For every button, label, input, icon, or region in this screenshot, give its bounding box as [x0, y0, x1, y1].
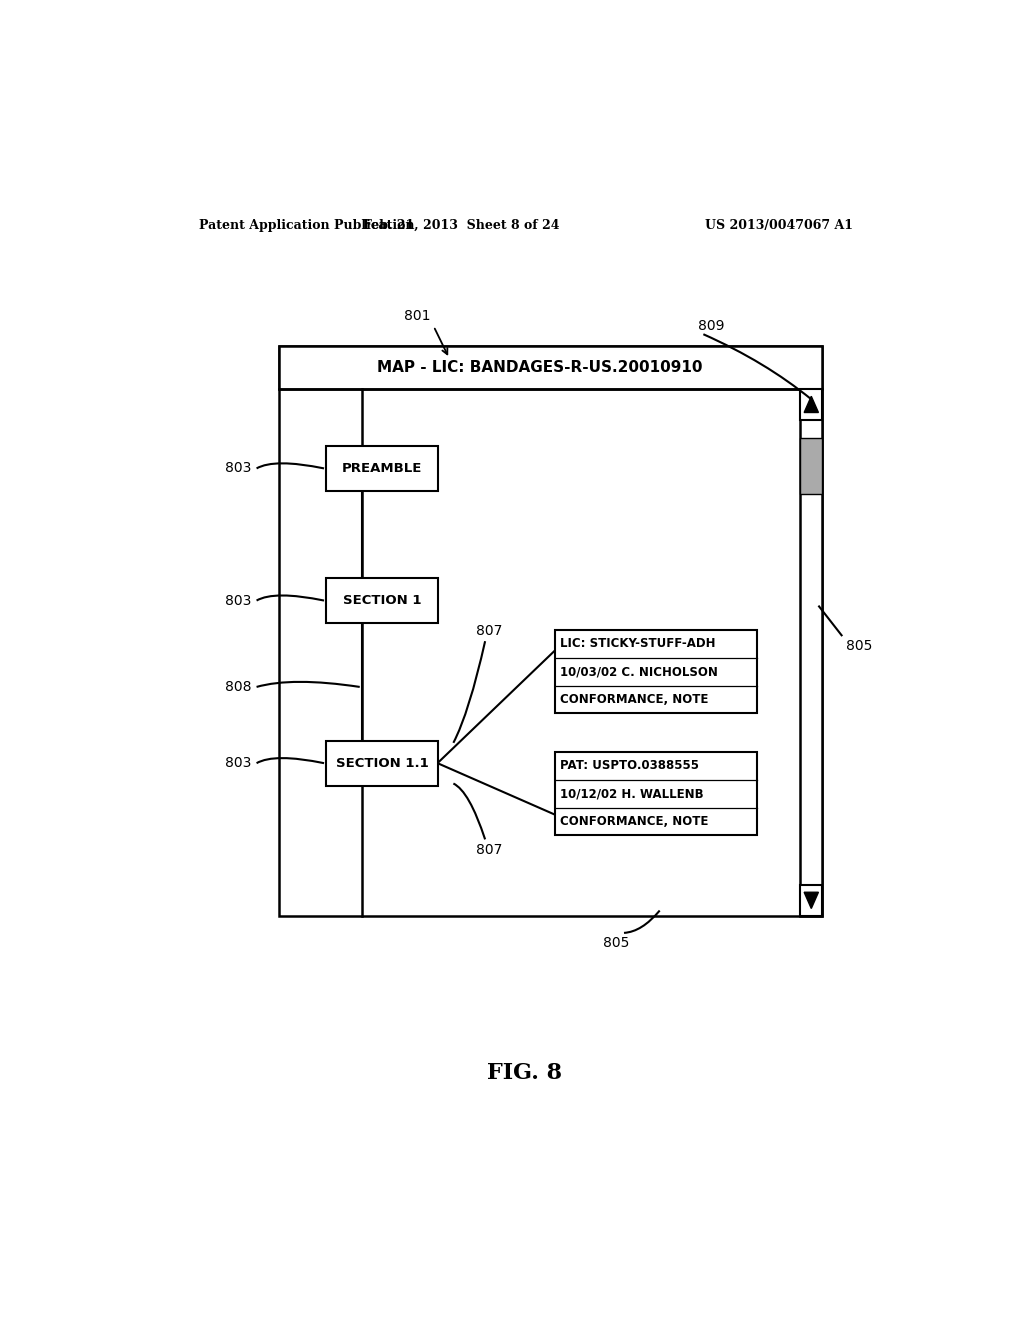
FancyBboxPatch shape — [327, 446, 437, 491]
FancyBboxPatch shape — [279, 346, 822, 916]
Text: LIC: STICKY-STUFF-ADH: LIC: STICKY-STUFF-ADH — [560, 638, 716, 651]
FancyBboxPatch shape — [800, 389, 822, 916]
Text: SECTION 1: SECTION 1 — [343, 594, 421, 607]
Text: PREAMBLE: PREAMBLE — [342, 462, 422, 475]
Text: 10/03/02 C. NICHOLSON: 10/03/02 C. NICHOLSON — [560, 665, 718, 678]
Text: FIG. 8: FIG. 8 — [487, 1063, 562, 1084]
Text: 807: 807 — [476, 624, 503, 638]
FancyBboxPatch shape — [279, 346, 822, 389]
Text: 803: 803 — [224, 594, 251, 607]
Text: 805: 805 — [603, 936, 630, 950]
Text: PAT: USPTO.0388555: PAT: USPTO.0388555 — [560, 759, 699, 772]
Text: 808: 808 — [224, 680, 251, 694]
Text: 805: 805 — [846, 639, 872, 653]
Text: MAP - LIC: BANDAGES-R-US.20010910: MAP - LIC: BANDAGES-R-US.20010910 — [377, 360, 702, 375]
Text: 801: 801 — [404, 309, 431, 323]
Polygon shape — [804, 892, 818, 908]
FancyBboxPatch shape — [555, 752, 757, 836]
Text: SECTION 1.1: SECTION 1.1 — [336, 756, 428, 770]
Text: Patent Application Publication: Patent Application Publication — [200, 219, 415, 232]
FancyBboxPatch shape — [800, 389, 822, 420]
Text: CONFORMANCE, NOTE: CONFORMANCE, NOTE — [560, 693, 709, 706]
FancyBboxPatch shape — [800, 438, 822, 494]
Text: 803: 803 — [224, 462, 251, 475]
Text: CONFORMANCE, NOTE: CONFORMANCE, NOTE — [560, 814, 709, 828]
FancyBboxPatch shape — [327, 578, 437, 623]
Text: Feb. 21, 2013  Sheet 8 of 24: Feb. 21, 2013 Sheet 8 of 24 — [364, 219, 559, 232]
FancyBboxPatch shape — [800, 886, 822, 916]
Text: 10/12/02 H. WALLENB: 10/12/02 H. WALLENB — [560, 787, 703, 800]
Polygon shape — [804, 396, 818, 413]
Text: 807: 807 — [476, 842, 503, 857]
Text: 809: 809 — [698, 319, 725, 333]
FancyBboxPatch shape — [327, 741, 437, 785]
FancyBboxPatch shape — [555, 630, 757, 713]
Text: 803: 803 — [224, 756, 251, 770]
Text: US 2013/0047067 A1: US 2013/0047067 A1 — [705, 219, 853, 232]
